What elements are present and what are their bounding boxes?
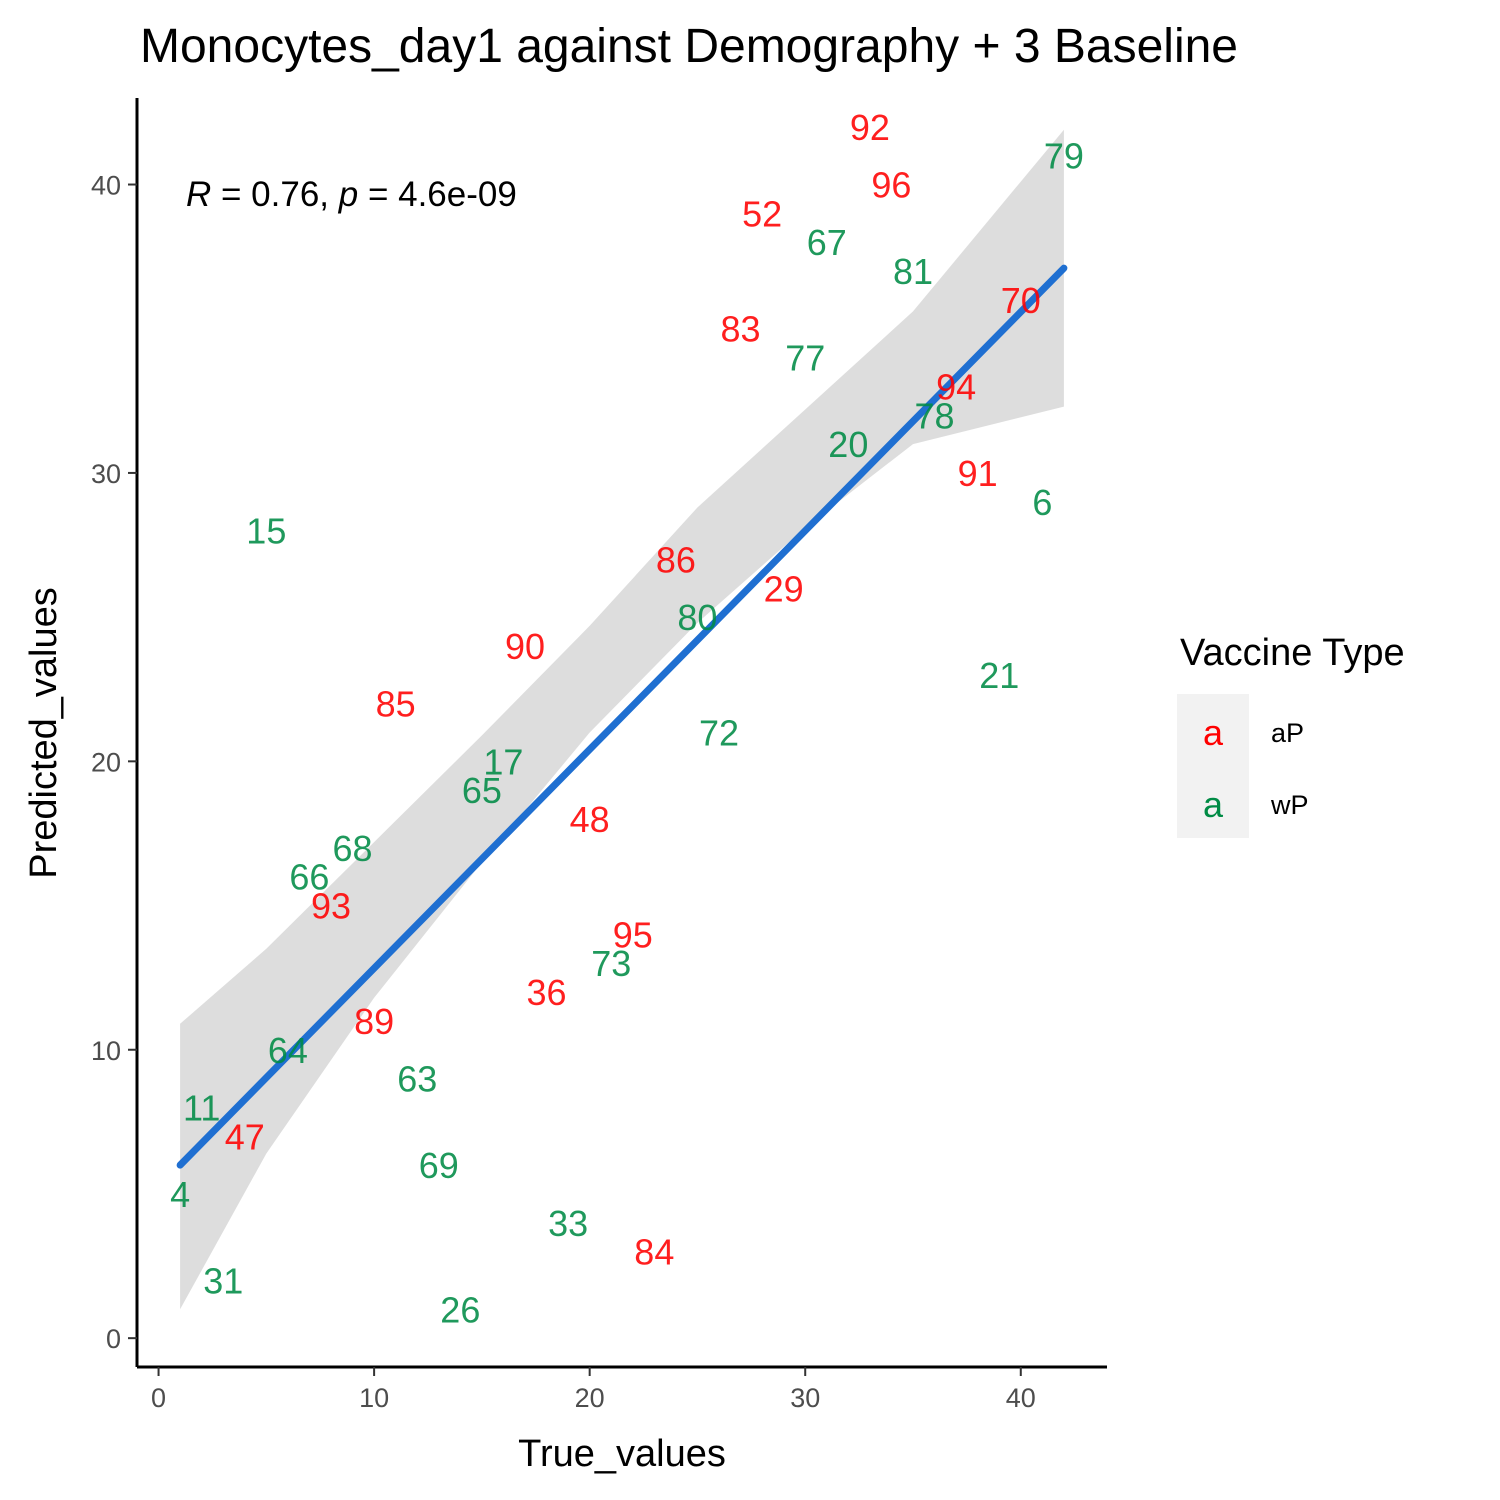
point-label-64: 64	[268, 1030, 308, 1071]
r-value: = 0.76,	[211, 175, 338, 214]
point-label-70: 70	[1001, 280, 1041, 321]
p-value: = 4.6e-09	[358, 175, 517, 214]
x-tick-label: 20	[575, 1383, 605, 1413]
point-label-94: 94	[936, 366, 976, 407]
point-label-68: 68	[333, 828, 373, 869]
y-tick-label: 20	[91, 747, 121, 777]
x-tick-label: 0	[151, 1383, 166, 1413]
y-tick-label: 40	[91, 171, 121, 201]
legend-label-ap: aP	[1271, 718, 1304, 748]
point-label-15: 15	[246, 511, 286, 552]
point-label-66: 66	[289, 857, 329, 898]
point-label-85: 85	[376, 684, 416, 725]
point-label-52: 52	[742, 193, 782, 234]
y-tick-label: 0	[106, 1324, 121, 1354]
point-label-26: 26	[440, 1289, 480, 1330]
point-label-81: 81	[893, 251, 933, 292]
point-label-84: 84	[634, 1232, 674, 1273]
point-label-47: 47	[225, 1116, 265, 1157]
point-label-4: 4	[170, 1174, 190, 1215]
point-label-6: 6	[1032, 482, 1052, 523]
legend-key-ap: a	[1203, 712, 1224, 753]
p-symbol: p	[338, 175, 358, 214]
r-symbol: R	[186, 175, 211, 214]
point-label-69: 69	[419, 1145, 459, 1186]
regression-line	[176, 264, 1068, 1169]
point-label-11: 11	[183, 1087, 220, 1128]
point-label-65: 65	[462, 770, 502, 811]
point-label-17: 17	[483, 741, 523, 782]
point-label-67: 67	[807, 222, 847, 263]
point-label-96: 96	[871, 165, 911, 206]
point-label-80: 80	[677, 597, 717, 638]
point-label-83: 83	[721, 309, 761, 350]
point-label-48: 48	[570, 799, 610, 840]
y-tick-label: 30	[91, 459, 121, 489]
point-label-93: 93	[311, 886, 351, 927]
legend-key-wp: a	[1203, 784, 1224, 825]
point-label-33: 33	[548, 1203, 588, 1244]
y-axis-title: Predicted_values	[23, 587, 65, 879]
confidence-band	[180, 129, 1064, 1310]
point-label-21: 21	[979, 655, 1019, 696]
legend: Vaccine Type a a aP wP	[1177, 632, 1405, 838]
point-label-72: 72	[699, 713, 739, 754]
point-label-63: 63	[397, 1059, 437, 1100]
point-label-77: 77	[785, 338, 825, 379]
x-axis-title: True_values	[518, 1433, 726, 1475]
point-label-92: 92	[850, 107, 890, 148]
chart-title: Monocytes_day1 against Demography + 3 Ba…	[140, 20, 1238, 73]
point-label-73: 73	[591, 943, 631, 984]
point-label-36: 36	[527, 972, 567, 1013]
point-label-90: 90	[505, 626, 545, 667]
point-label-89: 89	[354, 1001, 394, 1042]
point-label-79: 79	[1044, 136, 1084, 177]
point-label-29: 29	[764, 568, 804, 609]
x-tick-label: 10	[359, 1383, 389, 1413]
point-label-78: 78	[915, 395, 955, 436]
y-tick-label: 10	[91, 1036, 121, 1066]
point-label-95: 95	[613, 914, 653, 955]
point-label-91: 91	[958, 453, 998, 494]
correlation-annotation: R = 0.76, p = 4.6e-09	[186, 175, 517, 214]
legend-title: Vaccine Type	[1180, 632, 1405, 674]
x-tick-label: 40	[1006, 1383, 1036, 1413]
legend-label-wp: wP	[1270, 790, 1309, 820]
axis-ticks: 0 10 20 30 40 0 10 20 30 40	[91, 171, 1036, 1413]
point-label-20: 20	[828, 424, 868, 465]
legend-key-background	[1177, 694, 1249, 838]
point-label-31: 31	[203, 1260, 243, 1301]
point-label-86: 86	[656, 539, 696, 580]
x-tick-label: 30	[790, 1383, 820, 1413]
